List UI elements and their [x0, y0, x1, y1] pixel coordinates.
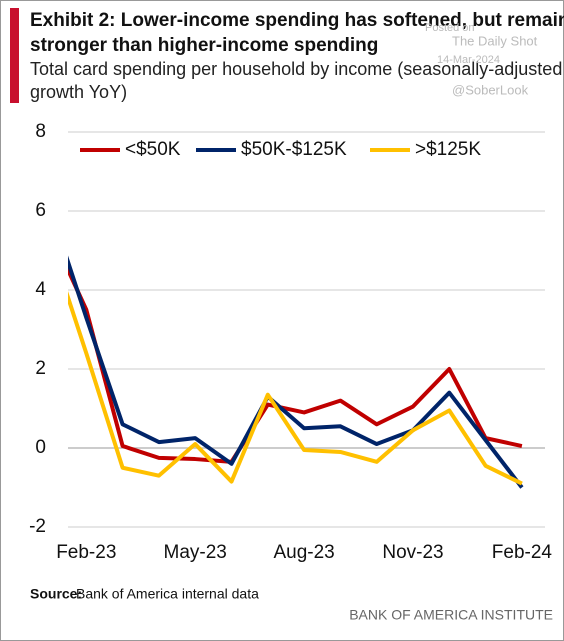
x-tick-label: Feb-23	[56, 542, 116, 563]
plot-area	[68, 255, 524, 489]
y-tick-label: 8	[35, 121, 46, 142]
legend-label: <$50K	[125, 139, 181, 160]
source-label: Source:	[30, 586, 82, 602]
y-tick-label: 6	[35, 200, 46, 221]
x-tick-label: May-23	[164, 542, 227, 563]
accent-bar	[10, 8, 19, 103]
source: Bank of America internal data	[76, 586, 259, 602]
watermark: 14-Mar-2024	[437, 54, 500, 66]
watermark: Posted on	[425, 22, 475, 34]
title: stronger than higher-income spending	[30, 35, 378, 56]
brand: BANK OF AMERICA INSTITUTE	[349, 607, 553, 623]
series-line	[68, 265, 523, 464]
subtitle: Total card spending per household by inc…	[30, 59, 564, 79]
y-tick-label: 0	[35, 437, 46, 458]
series-line	[68, 291, 523, 486]
subtitle: growth YoY)	[30, 82, 127, 102]
legend-label: $50K-$125K	[241, 139, 347, 160]
y-tick-label: 2	[35, 358, 46, 379]
watermark: The Daily Shot	[452, 33, 538, 48]
series-line	[68, 255, 524, 489]
x-tick-label: Aug-23	[273, 542, 334, 563]
y-tick-label: 4	[35, 279, 46, 300]
title: Exhibit 2: Lower-income spending has sof…	[30, 10, 564, 31]
legend-label: >$125K	[415, 139, 481, 160]
x-tick-label: Nov-23	[382, 542, 443, 563]
y-tick-label: -2	[29, 516, 46, 537]
x-tick-label: Feb-24	[492, 542, 553, 563]
watermark: @SoberLook	[452, 82, 529, 97]
